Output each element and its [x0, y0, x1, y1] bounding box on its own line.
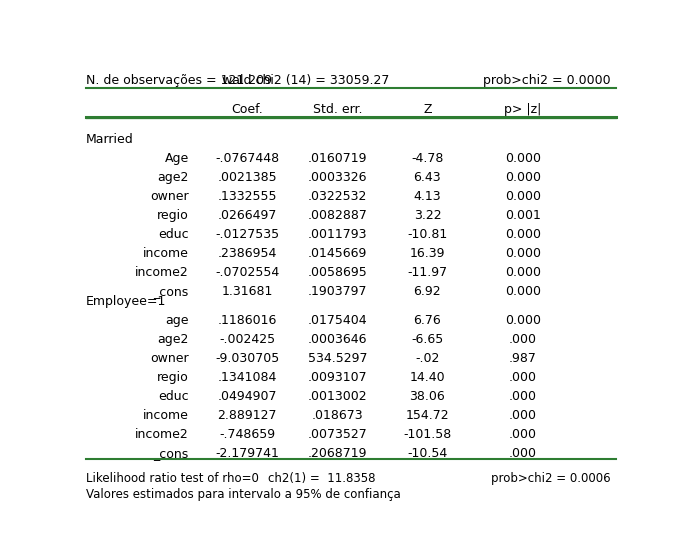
Text: -6.65: -6.65: [411, 333, 443, 346]
Text: .0013002: .0013002: [308, 390, 367, 403]
Text: .1186016: .1186016: [218, 314, 277, 327]
Text: .0494907: .0494907: [218, 390, 277, 403]
Text: 1.31681: 1.31681: [222, 285, 273, 298]
Text: .0082887: .0082887: [307, 209, 367, 222]
Text: .0021385: .0021385: [218, 171, 277, 184]
Text: -.748659: -.748659: [219, 428, 275, 441]
Text: N. de observações = 121.209: N. de observações = 121.209: [86, 74, 272, 88]
Text: prob>chi2 = 0.0006: prob>chi2 = 0.0006: [490, 472, 610, 485]
Text: -2.179741: -2.179741: [215, 447, 279, 460]
Text: .1903797: .1903797: [308, 285, 367, 298]
Text: 0.001: 0.001: [505, 209, 541, 222]
Text: -11.97: -11.97: [408, 266, 447, 279]
Text: owner: owner: [150, 352, 189, 365]
Text: Married: Married: [86, 133, 133, 146]
Text: .000: .000: [509, 333, 537, 346]
Text: 154.72: 154.72: [406, 409, 449, 422]
Text: -.002425: -.002425: [219, 333, 275, 346]
Text: .1332555: .1332555: [218, 190, 277, 203]
Text: Likelihood ratio test of rho=0: Likelihood ratio test of rho=0: [86, 472, 259, 485]
Text: 2.889127: 2.889127: [218, 409, 277, 422]
Text: Valores estimados para intervalo a 95% de confiança: Valores estimados para intervalo a 95% d…: [86, 488, 400, 501]
Text: .2068719: .2068719: [308, 447, 367, 460]
Text: prob>chi2 = 0.0000: prob>chi2 = 0.0000: [483, 74, 610, 88]
Text: -101.58: -101.58: [404, 428, 451, 441]
Text: .0160719: .0160719: [308, 152, 367, 165]
Text: -.0702554: -.0702554: [215, 266, 279, 279]
Text: -4.78: -4.78: [411, 152, 444, 165]
Text: -9.030705: -9.030705: [215, 352, 279, 365]
Text: 6.92: 6.92: [414, 285, 441, 298]
Text: .0058695: .0058695: [307, 266, 367, 279]
Text: educ: educ: [158, 390, 189, 403]
Text: age2: age2: [157, 171, 189, 184]
Text: age2: age2: [157, 333, 189, 346]
Text: .1341084: .1341084: [218, 371, 277, 384]
Text: -.02: -.02: [415, 352, 440, 365]
Text: 16.39: 16.39: [410, 247, 445, 260]
Text: .0073527: .0073527: [307, 428, 367, 441]
Text: income: income: [143, 409, 189, 422]
Text: Std. err.: Std. err.: [313, 103, 362, 116]
Text: .0322532: .0322532: [308, 190, 367, 203]
Text: 4.13: 4.13: [414, 190, 441, 203]
Text: -.0127535: -.0127535: [215, 228, 279, 241]
Text: age: age: [166, 314, 189, 327]
Text: 0.000: 0.000: [505, 266, 541, 279]
Text: owner: owner: [150, 190, 189, 203]
Text: regio: regio: [157, 371, 189, 384]
Text: -10.81: -10.81: [407, 228, 447, 241]
Text: educ: educ: [158, 228, 189, 241]
Text: .000: .000: [509, 428, 537, 441]
Text: .0266497: .0266497: [218, 209, 277, 222]
Text: .000: .000: [509, 390, 537, 403]
Text: 0.000: 0.000: [505, 190, 541, 203]
Text: 0.000: 0.000: [505, 247, 541, 260]
Text: .0093107: .0093107: [308, 371, 367, 384]
Text: .000: .000: [509, 447, 537, 460]
Text: ch2(1) =  11.8358: ch2(1) = 11.8358: [267, 472, 375, 485]
Text: 534.5297: 534.5297: [308, 352, 367, 365]
Text: 0.000: 0.000: [505, 285, 541, 298]
Text: wald chi2 (14) = 33059.27: wald chi2 (14) = 33059.27: [222, 74, 389, 88]
Text: .0011793: .0011793: [308, 228, 367, 241]
Text: _cons: _cons: [154, 285, 189, 298]
Text: .000: .000: [509, 371, 537, 384]
Text: Age: Age: [165, 152, 189, 165]
Text: Z: Z: [423, 103, 432, 116]
Text: regio: regio: [157, 209, 189, 222]
Text: 6.76: 6.76: [414, 314, 441, 327]
Text: income: income: [143, 247, 189, 260]
Text: Coef.: Coef.: [231, 103, 263, 116]
Text: .0003646: .0003646: [308, 333, 367, 346]
Text: p> |z|: p> |z|: [504, 103, 542, 116]
Text: 3.22: 3.22: [414, 209, 441, 222]
Text: .018673: .018673: [311, 409, 363, 422]
Text: 14.40: 14.40: [410, 371, 445, 384]
Text: 38.06: 38.06: [410, 390, 445, 403]
Text: 0.000: 0.000: [505, 152, 541, 165]
Text: income2: income2: [135, 266, 189, 279]
Text: .0145669: .0145669: [308, 247, 367, 260]
Text: .000: .000: [509, 409, 537, 422]
Text: -10.54: -10.54: [407, 447, 447, 460]
Text: 0.000: 0.000: [505, 228, 541, 241]
Text: _cons: _cons: [154, 447, 189, 460]
Text: .987: .987: [509, 352, 537, 365]
Text: 6.43: 6.43: [414, 171, 441, 184]
Text: Employee=1: Employee=1: [86, 295, 166, 308]
Text: income2: income2: [135, 428, 189, 441]
Text: .0003326: .0003326: [308, 171, 367, 184]
Text: .2386954: .2386954: [218, 247, 277, 260]
Text: 0.000: 0.000: [505, 314, 541, 327]
Text: -.0767448: -.0767448: [215, 152, 279, 165]
Text: .0175404: .0175404: [308, 314, 367, 327]
Text: 0.000: 0.000: [505, 171, 541, 184]
